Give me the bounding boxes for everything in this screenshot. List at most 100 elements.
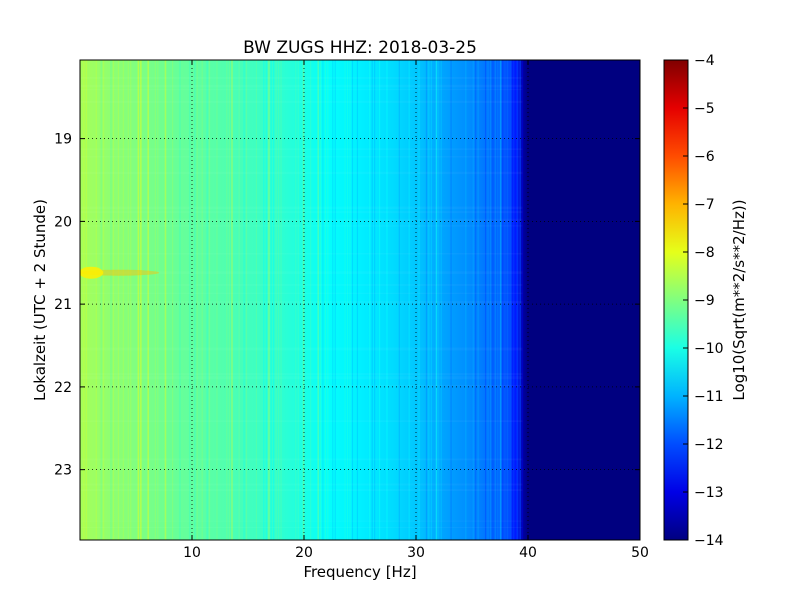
spectral-line <box>263 60 265 540</box>
colorbar-tick-label: −11 <box>694 389 724 405</box>
spectral-line <box>295 60 297 540</box>
x-tick-label: 20 <box>295 545 313 561</box>
spectral-line <box>127 60 129 540</box>
spectral-line <box>494 60 496 540</box>
spectral-line <box>100 60 102 540</box>
spectral-line <box>172 60 174 540</box>
spectral-line <box>507 60 509 540</box>
spectral-line <box>147 60 150 540</box>
colorbar-label: Log10(Sqrt(m**2/s**2/Hz)) <box>730 199 748 400</box>
y-tick-label: 22 <box>54 380 72 396</box>
x-tick-label: 10 <box>183 545 201 561</box>
spectral-line <box>374 60 376 540</box>
spectral-line <box>435 60 438 540</box>
time-band <box>80 484 522 486</box>
spectral-line <box>196 60 198 540</box>
spectral-line <box>428 60 430 540</box>
time-band <box>80 376 522 379</box>
spectral-line <box>280 60 282 540</box>
y-tick-label: 20 <box>54 214 72 230</box>
spectral-line <box>265 60 267 540</box>
time-band <box>80 293 522 294</box>
colorbar-tick-label: −12 <box>694 437 724 453</box>
spectral-line <box>137 60 140 540</box>
time-band <box>80 101 522 103</box>
spectral-line <box>130 60 132 540</box>
spectral-line <box>278 60 280 540</box>
spectral-line <box>487 60 489 540</box>
spectral-line <box>154 60 156 540</box>
time-band <box>80 373 522 375</box>
spectral-line <box>438 60 440 540</box>
spectral-line <box>499 60 502 540</box>
spectral-line <box>509 60 511 540</box>
spectral-line <box>103 60 105 540</box>
time-band <box>80 521 522 522</box>
spectral-line <box>344 60 346 540</box>
spectral-line <box>356 60 358 540</box>
spectral-line <box>514 60 516 540</box>
spectral-line <box>472 60 474 540</box>
time-band <box>80 77 522 79</box>
colorbar-tick-label: −7 <box>694 197 715 213</box>
spectral-line <box>512 60 514 540</box>
spectral-line <box>317 60 320 540</box>
spectral-line <box>164 60 167 540</box>
spectral-line <box>519 60 522 540</box>
time-band <box>80 219 522 221</box>
time-band <box>80 284 522 286</box>
spectral-line <box>194 60 196 540</box>
spectral-line <box>216 60 218 540</box>
spectral-line <box>371 60 373 540</box>
spectral-line <box>322 60 324 540</box>
spectral-line <box>112 60 115 540</box>
spectral-line <box>140 60 142 540</box>
colorbar-axis: −4 −5 −6 −7 −8 −9 −10 −11 −12 −13 −14 <box>683 53 724 549</box>
spectral-line <box>95 60 97 540</box>
spectral-line <box>243 60 245 540</box>
grid-lines <box>80 60 640 540</box>
plot-frame <box>79 59 641 541</box>
colorbar-tick-label: −4 <box>694 53 715 69</box>
spectral-line <box>189 60 191 540</box>
spectral-line <box>319 60 321 540</box>
spectral-line <box>492 60 494 540</box>
spectral-line <box>517 60 519 540</box>
x-axis: 10 20 30 40 50 <box>183 60 649 561</box>
spectral-line <box>324 60 326 540</box>
spectral-line <box>179 60 181 540</box>
spectral-line <box>379 60 381 540</box>
spectral-line <box>502 60 504 540</box>
time-band <box>80 420 522 422</box>
spectral-line <box>201 60 203 540</box>
time-band <box>80 253 522 255</box>
spectral-line <box>270 60 272 540</box>
spectral-line <box>521 60 524 540</box>
spectral-line <box>157 60 159 540</box>
x-tick-label: 50 <box>631 545 649 561</box>
spectral-line <box>310 60 312 540</box>
time-band <box>80 156 522 157</box>
spectral-line <box>255 60 257 540</box>
spectral-line <box>347 60 349 540</box>
chart-title: BW ZUGS HHZ: 2018-03-25 <box>243 38 477 58</box>
spectral-line <box>484 60 487 540</box>
spectral-line <box>110 60 112 540</box>
y-tick-label: 19 <box>54 132 72 148</box>
spectral-line <box>238 60 240 540</box>
spectral-line <box>332 60 334 540</box>
time-band <box>80 459 522 461</box>
time-band <box>80 348 522 351</box>
spectral-lines <box>83 60 524 540</box>
spectral-line <box>430 60 432 540</box>
spectral-line <box>477 60 479 540</box>
time-band <box>80 301 522 304</box>
x-tick-label: 30 <box>407 545 425 561</box>
spectral-line <box>297 60 299 540</box>
spectral-line <box>369 60 371 540</box>
time-band <box>80 489 522 491</box>
time-band <box>80 85 522 87</box>
spectral-line <box>349 60 351 540</box>
